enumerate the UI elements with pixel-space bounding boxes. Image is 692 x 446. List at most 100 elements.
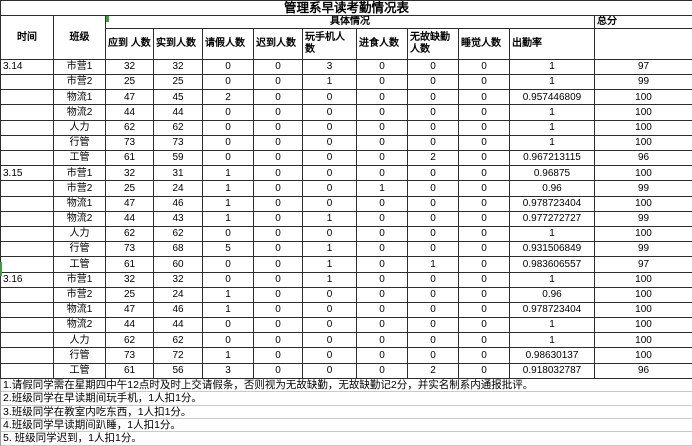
value-cell: 0 [459,302,510,317]
value-cell: 0 [303,196,357,211]
col-header-eating: 进食人数 [357,28,408,59]
value-cell: 1 [303,242,357,257]
value-cell: 25 [154,75,203,90]
total-cell: 100 [595,302,692,317]
value-cell: 1 [303,75,357,90]
value-cell: 0 [408,333,459,348]
value-cell: 0 [408,135,459,150]
class-cell: 物流2 [54,211,106,226]
time-cell [1,181,54,196]
value-cell: 0 [459,211,510,226]
value-cell: 32 [154,272,203,287]
value-cell: 73 [106,348,154,363]
value-cell: 44 [106,211,154,226]
value-cell: 0 [303,135,357,150]
value-cell: 60 [154,257,203,272]
time-cell [1,211,54,226]
value-cell: 0 [254,211,303,226]
rate-cell: 1 [510,59,595,74]
class-cell: 工管 [54,257,106,272]
col-header-phone: 玩手机人数 [303,28,357,59]
value-cell: 0 [203,59,254,74]
rate-cell: 0.98630137 [510,348,595,363]
value-cell: 2 [408,151,459,166]
col-header-absent: 无故缺勤人数 [408,28,459,59]
total-cell: 100 [595,333,692,348]
value-cell: 0 [459,348,510,363]
value-cell: 0 [459,363,510,378]
total-cell: 100 [595,135,692,150]
rate-cell: 0.977272727 [510,211,595,226]
value-cell: 32 [106,272,154,287]
col-header-time: 时间 [1,16,54,60]
class-cell: 人力 [54,226,106,241]
value-cell: 3 [303,59,357,74]
rate-cell: 0.931506849 [510,242,595,257]
value-cell: 1 [357,181,408,196]
value-cell: 0 [203,120,254,135]
rate-cell: 0.978723404 [510,196,595,211]
value-cell: 0 [254,272,303,287]
cell-flag-icon [106,16,109,22]
class-cell: 市营2 [54,181,106,196]
total-cell: 100 [595,166,692,181]
class-cell: 物流2 [54,105,106,120]
value-cell: 1 [303,211,357,226]
rate-cell: 1 [510,120,595,135]
value-cell: 0 [357,135,408,150]
time-cell [1,75,54,90]
time-cell: 3.16 [1,272,54,287]
value-cell: 0 [459,105,510,120]
value-cell: 0 [303,105,357,120]
value-cell: 0 [203,333,254,348]
value-cell: 59 [154,151,203,166]
rate-cell: 0.96 [510,287,595,302]
value-cell: 73 [154,135,203,150]
value-cell: 0 [203,257,254,272]
value-cell: 0 [459,166,510,181]
value-cell: 0 [408,272,459,287]
class-cell: 工管 [54,151,106,166]
time-cell [1,348,54,363]
rate-cell: 1 [510,333,595,348]
class-cell: 物流1 [54,302,106,317]
time-cell [1,90,54,105]
value-cell: 0 [254,59,303,74]
total-cell: 96 [595,363,692,378]
value-cell: 1 [203,302,254,317]
value-cell: 0 [357,333,408,348]
total-cell: 100 [595,226,692,241]
value-cell: 0 [408,302,459,317]
value-cell: 46 [154,302,203,317]
value-cell: 0 [408,75,459,90]
total-cell: 100 [595,90,692,105]
value-cell: 0 [408,348,459,363]
value-cell: 0 [303,363,357,378]
total-cell: 100 [595,105,692,120]
value-cell: 0 [459,135,510,150]
note-line: 3.班级同学在教室内吃东西，1人扣1分。 [1,406,692,419]
value-cell: 47 [106,90,154,105]
rate-cell: 0.967213115 [510,151,595,166]
detail-header-label: 具体情况 [330,16,370,27]
value-cell: 5 [203,242,254,257]
value-cell: 0 [203,226,254,241]
value-cell: 2 [203,90,254,105]
class-cell: 人力 [54,120,106,135]
value-cell: 1 [408,257,459,272]
class-cell: 行管 [54,348,106,363]
total-cell: 100 [595,348,692,363]
total-cell: 100 [595,196,692,211]
value-cell: 0 [303,151,357,166]
col-header-expected: 应到 人数 [106,28,154,59]
time-cell [1,318,54,333]
